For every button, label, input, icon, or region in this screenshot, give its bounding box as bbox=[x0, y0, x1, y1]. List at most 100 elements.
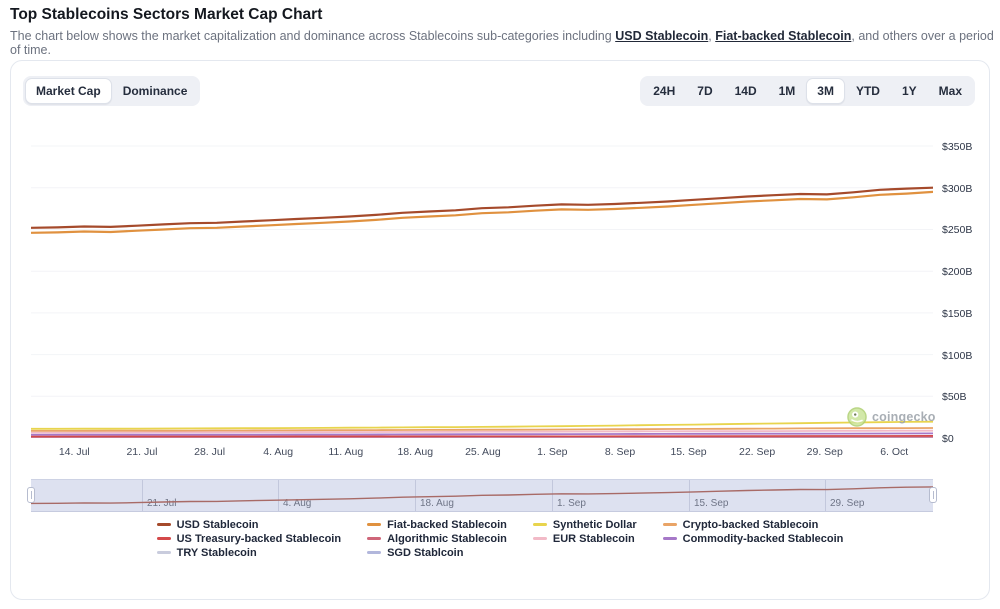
series-line-synthetic-dollar[interactable] bbox=[31, 420, 933, 430]
main-chart[interactable] bbox=[31, 116, 933, 438]
legend-label: Algorithmic Stablecoin bbox=[387, 532, 507, 545]
legend-label: USD Stablecoin bbox=[176, 518, 259, 531]
x-tick-label: 29. Sep bbox=[806, 446, 843, 458]
legend-dash-icon bbox=[532, 537, 547, 540]
legend-dash-icon bbox=[367, 537, 382, 540]
series-line-usd-stablecoin[interactable] bbox=[31, 186, 933, 229]
range-button-1m[interactable]: 1M bbox=[768, 78, 807, 104]
y-tick-label: $300B bbox=[942, 182, 973, 195]
coingecko-icon bbox=[847, 407, 867, 427]
x-tick-label: 6. Oct bbox=[880, 446, 909, 458]
legend-dash-icon bbox=[156, 537, 171, 540]
legend-column: USD Stablecoin US Treasury-backed Stablec… bbox=[156, 518, 342, 559]
legend-label: EUR Stablecoin bbox=[552, 532, 635, 545]
x-tick-label: 21. Jul bbox=[126, 446, 158, 458]
x-tick-label: 1. Sep bbox=[537, 446, 568, 458]
navigator-gridline bbox=[552, 480, 553, 511]
x-tick-label: 25. Aug bbox=[465, 446, 501, 458]
range-button-ytd[interactable]: YTD bbox=[845, 78, 891, 104]
legend-item-algorithmic-stablecoin[interactable]: Algorithmic Stablecoin bbox=[367, 532, 507, 545]
range-button-24h[interactable]: 24H bbox=[642, 78, 686, 104]
chart-toolbar: Market Cap Dominance 24H 7D 14D 1M 3M YTD 1Y Max bbox=[23, 76, 975, 106]
subtitle-suffix: , and others over a period of time. bbox=[10, 29, 994, 57]
legend-label: Crypto-backed Stablecoin bbox=[682, 518, 819, 531]
legend-label: Fiat-backed Stablecoin bbox=[387, 518, 507, 531]
range-button-3m[interactable]: 3M bbox=[806, 78, 845, 104]
legend-dash-icon bbox=[662, 523, 677, 526]
x-tick-label: 28. Jul bbox=[194, 446, 226, 458]
legend-dash-icon bbox=[156, 523, 171, 526]
legend-column: Crypto-backed Stablecoin Commodity-backed… bbox=[662, 518, 844, 545]
legend-dash-icon bbox=[662, 537, 677, 540]
series-line-eur-stablecoin[interactable] bbox=[31, 429, 933, 434]
series-line-us-treasury-backed-stablecoin[interactable] bbox=[31, 435, 933, 438]
y-tick-label: $200B bbox=[942, 266, 973, 279]
y-tick-label: $0 bbox=[942, 433, 954, 445]
legend-dash-icon bbox=[367, 523, 382, 526]
chart-card: Market Cap Dominance 24H 7D 14D 1M 3M YTD 1Y Max… bbox=[10, 60, 990, 600]
series-line-fiat-backed-stablecoin[interactable] bbox=[31, 190, 933, 234]
navigator-tick-label: 4. Aug bbox=[283, 498, 312, 509]
navigator-tick-label: 29. Sep bbox=[830, 498, 865, 509]
y-tick-label: $150B bbox=[942, 307, 973, 320]
range-button-max[interactable]: Max bbox=[928, 78, 973, 104]
legend-label: US Treasury-backed Stablecoin bbox=[176, 532, 342, 545]
navigator-gridline bbox=[278, 480, 279, 511]
legend-label: Commodity-backed Stablecoin bbox=[682, 532, 844, 545]
navigator-tick-label: 21. Jul bbox=[147, 498, 177, 509]
legend-label: SGD Stablcoin bbox=[387, 546, 464, 559]
time-range-selector: 24H 7D 14D 1M 3M YTD 1Y Max bbox=[640, 76, 975, 106]
legend-label: Synthetic Dollar bbox=[552, 518, 637, 531]
x-tick-label: 4. Aug bbox=[263, 446, 294, 458]
y-tick-label: $50B bbox=[942, 391, 967, 404]
legend-dash-icon bbox=[532, 523, 547, 526]
navigator-tick-label: 15. Sep bbox=[694, 498, 729, 509]
y-tick-label: $250B bbox=[942, 224, 973, 237]
legend-column: Fiat-backed Stablecoin Algorithmic Stable… bbox=[367, 518, 507, 559]
legend-item-synthetic-dollar[interactable]: Synthetic Dollar bbox=[532, 518, 637, 531]
x-tick-label: 22. Sep bbox=[739, 446, 776, 458]
navigator[interactable]: 21. Jul 4. Aug 18. Aug 1. Sep 15. Sep 29. Sep bbox=[31, 479, 933, 512]
x-tick-label: 14. Jul bbox=[58, 446, 90, 458]
range-button-1y[interactable]: 1Y bbox=[891, 78, 928, 104]
navigator-gridline bbox=[415, 480, 416, 511]
legend-item-usd-stablecoin[interactable]: USD Stablecoin bbox=[156, 518, 341, 531]
coingecko-watermark: coingecko bbox=[847, 407, 936, 427]
series-line-crypto-backed-stablecoin[interactable] bbox=[31, 427, 933, 432]
x-tick-label: 18. Aug bbox=[397, 446, 434, 458]
navigator-left-handle[interactable] bbox=[27, 487, 35, 503]
coingecko-label: coingecko bbox=[872, 410, 936, 424]
series-line-commodity-backed-stablecoin[interactable] bbox=[31, 432, 933, 436]
legend-item-sgd-stablcoin[interactable]: SGD Stablcoin bbox=[367, 546, 507, 559]
range-button-14d[interactable]: 14D bbox=[724, 78, 768, 104]
navigator-gridline bbox=[142, 480, 143, 511]
y-tick-label: $100B bbox=[942, 349, 973, 362]
x-tick-label: 15. Sep bbox=[670, 446, 707, 458]
navigator-tick-label: 1. Sep bbox=[557, 498, 586, 509]
x-tick-label: 11. Aug bbox=[328, 446, 364, 458]
legend-item-fiat-backed-stablecoin[interactable]: Fiat-backed Stablecoin bbox=[367, 518, 507, 531]
legend-item-commodity-backed-stablecoin[interactable]: Commodity-backed Stablecoin bbox=[662, 532, 844, 545]
navigator-gridline bbox=[689, 480, 690, 511]
legend-item-crypto-backed-stablecoin[interactable]: Crypto-backed Stablecoin bbox=[662, 518, 844, 531]
legend-item-us-treasury-backed-stablecoin[interactable]: US Treasury-backed Stablecoin bbox=[156, 532, 342, 545]
subtitle-separator: , bbox=[708, 29, 716, 43]
tab-dominance[interactable]: Dominance bbox=[112, 78, 199, 104]
legend-dash-icon bbox=[367, 551, 382, 554]
usd-stablecoin-link[interactable]: USD Stablecoin bbox=[615, 29, 709, 43]
page-title: Top Stablecoins Sectors Market Cap Chart bbox=[10, 6, 323, 23]
tab-market-cap[interactable]: Market Cap bbox=[25, 78, 112, 104]
subtitle-text: The chart below shows the market capital… bbox=[10, 29, 616, 43]
chart-type-tabs: Market Cap Dominance bbox=[23, 76, 201, 106]
range-button-7d[interactable]: 7D bbox=[686, 78, 723, 104]
navigator-right-handle[interactable] bbox=[929, 487, 937, 503]
y-tick-label: $350B bbox=[942, 141, 973, 154]
page-subtitle: The chart below shows the market capital… bbox=[10, 29, 1000, 57]
legend-item-eur-stablecoin[interactable]: EUR Stablecoin bbox=[532, 532, 637, 545]
legend-item-try-stablecoin[interactable]: TRY Stablecoin bbox=[156, 546, 341, 559]
x-tick-label: 8. Sep bbox=[604, 446, 636, 458]
fiat-backed-stablecoin-link[interactable]: Fiat-backed Stablecoin bbox=[715, 29, 852, 43]
legend-column: Synthetic Dollar EUR Stablecoin bbox=[532, 518, 637, 545]
legend: USD Stablecoin US Treasury-backed Stablec… bbox=[11, 518, 989, 559]
